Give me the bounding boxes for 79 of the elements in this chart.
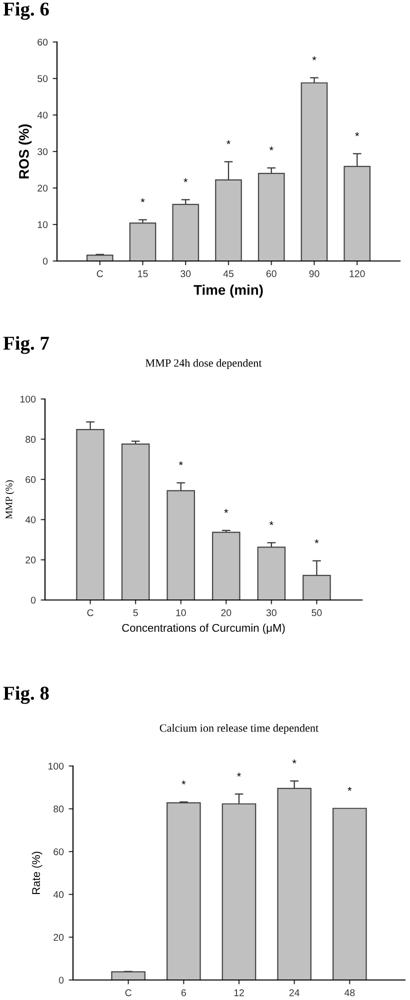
bar (111, 971, 146, 980)
text: * (292, 760, 296, 764)
x-axis-title: Concentrations of Curcumin (μM) (122, 624, 285, 634)
x-tick-label: 90 (309, 270, 320, 278)
x-tick-label: C (87, 609, 94, 616)
y-tick-label: 40 (37, 112, 48, 119)
x-tick-label: 30 (266, 609, 276, 616)
annotation: * (348, 786, 352, 791)
annotation: * (140, 198, 145, 202)
y-tick-label: 80 (26, 436, 36, 443)
y-axis-title: MMP (%) (5, 480, 14, 519)
bar (212, 532, 240, 600)
y-tick-label: 0 (30, 596, 36, 604)
chart-title: MMP 24h dose dependent (146, 358, 262, 370)
bar (222, 803, 256, 980)
annotation: * (182, 780, 186, 784)
x-tick-label: 6 (181, 989, 186, 996)
annotation: * (237, 772, 241, 776)
bar (172, 204, 200, 261)
y-tick-label: 50 (38, 75, 48, 82)
x-tick-label: C (125, 989, 132, 996)
annotation: * (224, 509, 228, 513)
bar (86, 254, 114, 261)
y-tick-label: 40 (53, 891, 64, 898)
bar (344, 166, 371, 261)
x-tick-label: 50 (312, 609, 322, 616)
y-tick-label: 0 (58, 976, 64, 984)
annotation: * (312, 56, 316, 60)
caption: Fig. 7 (3, 336, 49, 354)
y-tick-label: 20 (26, 556, 36, 564)
bar (76, 428, 104, 600)
bar (121, 443, 150, 600)
bar (258, 172, 285, 261)
caption: Fig. 8 (3, 686, 49, 704)
annotation: * (184, 178, 188, 182)
x-tick-label: 15 (138, 270, 148, 278)
chart-title: Calcium ion release time dependent (160, 724, 319, 734)
y-tick-label: 80 (54, 806, 64, 812)
annotation: * (226, 140, 230, 144)
y-tick-label: 40 (25, 516, 36, 524)
x-tick-label: C (96, 270, 104, 278)
x-axis-title: Time (min) (194, 284, 263, 298)
bar (166, 802, 201, 980)
x-tick-label: 12 (234, 989, 244, 996)
y-tick-label: 60 (26, 476, 36, 484)
y-tick-label: 20 (54, 934, 64, 941)
bar (129, 222, 156, 261)
y-tick-label: 60 (54, 848, 64, 856)
bar (332, 808, 367, 980)
x-tick-label: 5 (133, 609, 138, 616)
x-tick-label: 10 (176, 609, 186, 616)
y-tick-label: 100 (20, 396, 36, 403)
bar (277, 788, 312, 980)
bar (215, 179, 242, 261)
bar (257, 546, 286, 600)
bar (166, 490, 195, 600)
annotation: * (178, 461, 183, 466)
y-axis-title: Rate (%) (32, 852, 42, 894)
y-tick-label: 0 (42, 258, 48, 265)
x-tick-label: 30 (180, 270, 191, 278)
annotation: * (314, 539, 319, 544)
y-axis-title: ROS (%) (18, 124, 32, 178)
x-tick-label: 120 (350, 270, 365, 278)
annotation: * (269, 146, 274, 150)
bar (300, 82, 328, 261)
x-tick-label: 48 (344, 989, 355, 996)
caption: Fig. 6 (3, 2, 49, 20)
y-tick-label: 60 (38, 38, 48, 46)
annotation: * (269, 521, 274, 526)
x-tick-label: 45 (223, 270, 234, 278)
y-tick-label: 100 (48, 762, 64, 770)
annotation: * (355, 132, 360, 136)
y-tick-label: 20 (38, 184, 48, 192)
x-tick-label: 20 (221, 609, 232, 616)
bar (302, 574, 331, 600)
y-tick-label: 10 (38, 221, 48, 228)
x-tick-label: 24 (289, 989, 300, 996)
x-tick-label: 60 (266, 270, 276, 278)
y-tick-label: 30 (38, 148, 48, 156)
